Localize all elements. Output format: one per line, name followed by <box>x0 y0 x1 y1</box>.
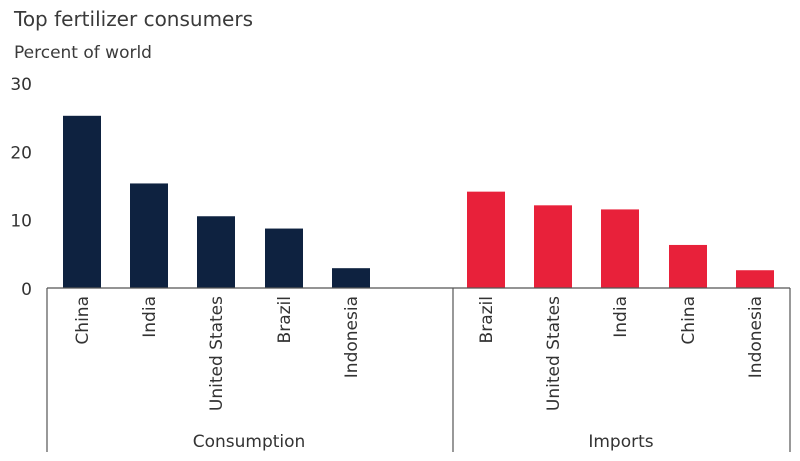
x-tick-label: China <box>679 296 699 345</box>
bar-consumption-india <box>130 183 168 288</box>
bar-consumption-united-states <box>197 216 235 288</box>
group-label: Consumption <box>193 432 306 452</box>
y-tick-label: 10 <box>10 212 32 232</box>
y-axis-label: Percent of world <box>14 43 152 63</box>
x-tick-label: United States <box>207 296 227 411</box>
bar-imports-india <box>601 209 639 288</box>
x-tick-label: Brazil <box>477 296 497 343</box>
x-tick-label: Indonesia <box>342 296 362 378</box>
bar-consumption-china <box>63 115 101 288</box>
x-tick-label: China <box>73 296 93 345</box>
y-tick-label: 0 <box>21 280 32 300</box>
x-tick-label: Indonesia <box>746 296 766 378</box>
x-tick-label: Brazil <box>275 296 295 343</box>
y-tick-label: 30 <box>10 75 32 95</box>
group-label: Imports <box>588 432 653 452</box>
x-tick-label: India <box>611 296 631 338</box>
bar-consumption-indonesia <box>332 268 370 288</box>
chart-title: Top fertilizer consumers <box>14 7 254 31</box>
x-tick-label: India <box>140 296 160 338</box>
bar-imports-brazil <box>467 191 505 288</box>
x-tick-label: United States <box>544 296 564 411</box>
bar-imports-united-states <box>534 205 572 288</box>
bar-consumption-brazil <box>265 228 303 288</box>
bar-imports-china <box>669 244 707 288</box>
y-tick-label: 20 <box>10 143 32 163</box>
bar-imports-indonesia <box>736 270 774 288</box>
